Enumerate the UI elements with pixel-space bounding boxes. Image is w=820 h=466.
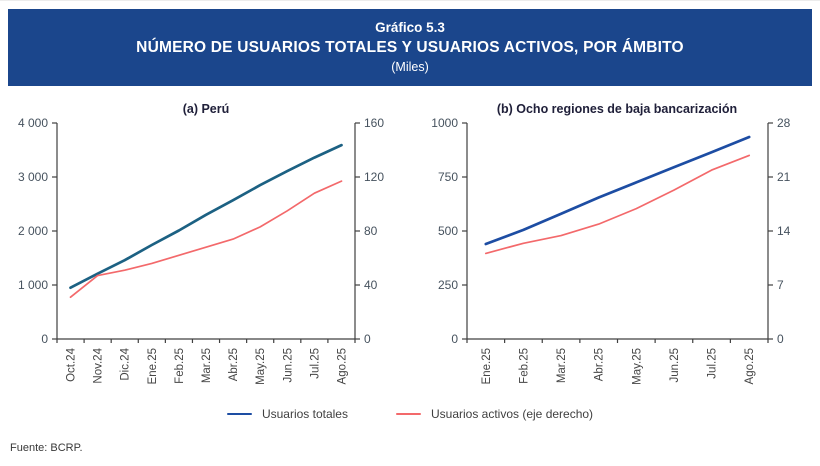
x-tick-label: Feb.25 xyxy=(518,348,530,384)
x-tick-label: Oct.24 xyxy=(66,347,78,381)
chart-ocho-regiones-title: (b) Ocho regiones de baja bancarización xyxy=(497,102,737,116)
x-tick-label: Jul.25 xyxy=(309,348,321,379)
legend-label-usuarios-totales: Usuarios totales xyxy=(261,407,348,421)
y-tick-label-right: 0 xyxy=(777,332,784,346)
y-tick-label-right: 80 xyxy=(364,224,378,238)
x-tick-label: Abr.25 xyxy=(594,348,606,381)
y-tick-label-right: 14 xyxy=(777,224,791,238)
y-tick-label-right: 7 xyxy=(777,278,784,292)
chart-ocho-regiones: (b) Ocho regiones de baja bancarización … xyxy=(431,102,791,385)
line-usuarios-totales xyxy=(484,135,751,246)
y-tick-label-right: 0 xyxy=(364,332,371,346)
x-tick-label: Ene.25 xyxy=(481,348,493,384)
y-tick-label-right: 21 xyxy=(777,170,791,184)
figure-title: NÚMERO DE USUARIOS TOTALES Y USUARIOS AC… xyxy=(136,38,684,56)
x-tick-label: Mar.25 xyxy=(556,348,568,383)
y-tick-label-right: 28 xyxy=(777,116,791,130)
source-note: Fuente: BCRP. xyxy=(10,442,83,454)
x-tick-label: Ago.25 xyxy=(744,348,756,384)
x-tick-label: Jul.25 xyxy=(707,348,719,379)
figure-header: Gráfico 5.3 NÚMERO DE USUARIOS TOTALES Y… xyxy=(8,9,812,86)
y-tick-label-left: 2 000 xyxy=(18,224,48,238)
x-tick-label: Nov.24 xyxy=(93,347,105,383)
legend-item-usuarios-activos: Usuarios activos (eje derecho) xyxy=(395,407,594,421)
y-tick-label-left: 250 xyxy=(438,278,458,292)
y-tick-label-left: 750 xyxy=(438,170,458,184)
y-tick-label-right: 120 xyxy=(364,170,384,184)
figure-number: Gráfico 5.3 xyxy=(375,20,445,35)
figure-units: (Miles) xyxy=(391,59,429,74)
line-usuarios-totales xyxy=(69,143,343,290)
x-tick-label: Jun.25 xyxy=(669,348,681,383)
x-tick-label: Feb.25 xyxy=(174,348,186,384)
y-tick-label-left: 1000 xyxy=(431,116,458,130)
x-tick-label: Mar.25 xyxy=(201,348,213,383)
y-tick-label-left: 500 xyxy=(438,224,458,238)
legend-label-usuarios-activos: Usuarios activos (eje derecho) xyxy=(430,407,594,421)
y-tick-label-right: 160 xyxy=(364,116,384,130)
y-tick-label-left: 1 000 xyxy=(18,278,48,292)
chart-peru-title: (a) Perú xyxy=(183,102,230,116)
y-tick-label-left: 4 000 xyxy=(18,116,48,130)
line-usuarios-activos-eje-derecho xyxy=(484,154,751,255)
x-tick-label: Abr.25 xyxy=(228,348,240,381)
chart-peru: (a) Perú 0 1 000 2 000 3 000 4 000 0 40 80 120 16… xyxy=(18,102,384,385)
x-tick-label: Jun.25 xyxy=(282,348,294,383)
legend-swatch-usuarios-activos xyxy=(395,412,421,416)
x-tick-label: Ago.25 xyxy=(336,348,348,384)
legend-item-usuarios-totales: Usuarios totales xyxy=(226,407,348,421)
y-tick-label-left: 0 xyxy=(451,332,458,346)
y-tick-label-left: 3 000 xyxy=(18,170,48,184)
chart-legend: Usuarios totales Usuarios activos (eje d… xyxy=(0,407,820,421)
x-tick-label: Ene.25 xyxy=(147,348,159,384)
y-tick-label-left: 0 xyxy=(41,332,48,346)
line-usuarios-activos-eje-derecho xyxy=(69,180,343,299)
x-tick-label: May.25 xyxy=(255,348,267,385)
y-tick-label-right: 40 xyxy=(364,278,378,292)
x-tick-label: May.25 xyxy=(631,348,643,385)
x-tick-label: Dic.24 xyxy=(120,347,132,380)
legend-swatch-usuarios-totales xyxy=(226,412,252,416)
